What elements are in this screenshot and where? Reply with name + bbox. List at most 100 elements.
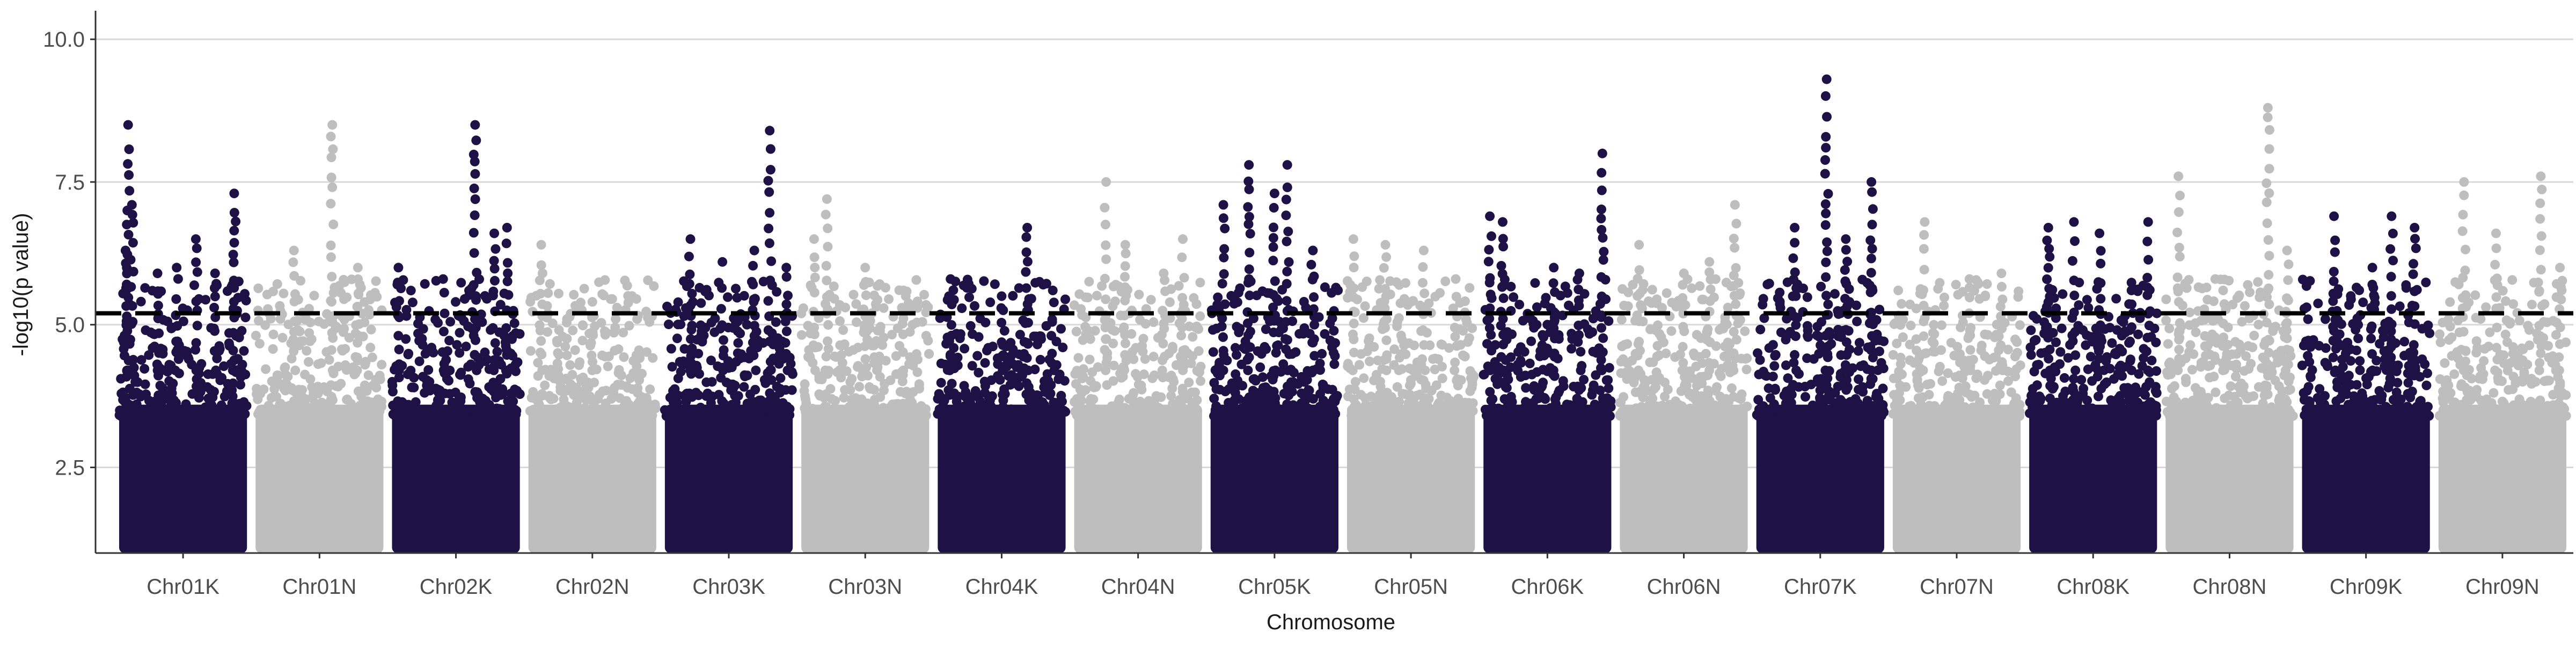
point [1821,209,1831,219]
point [2265,125,2274,135]
point-band-Chr04N [1074,405,1202,553]
point [2132,388,2141,398]
point [1820,169,1830,179]
point [2096,321,2105,330]
point [127,401,137,411]
point [723,292,733,302]
point [2197,409,2207,419]
point [2175,318,2185,328]
point [1023,318,1033,328]
point [684,411,693,420]
point [394,345,404,354]
series-Chr04K [933,223,1070,553]
point [2263,285,2273,295]
point [766,144,775,154]
point [1868,204,1878,214]
point [1188,332,1197,341]
point [613,380,623,389]
point [2087,376,2097,386]
point [870,395,880,404]
peak-point [1790,223,1799,232]
point [1433,409,1443,418]
point [469,150,479,159]
point [1770,351,1780,361]
point [1761,370,1770,380]
point [2044,354,2053,364]
point [2052,398,2062,408]
point [1281,317,1291,327]
point [133,377,143,387]
peak-point [1730,200,1740,210]
point [1381,252,1391,262]
point [1349,263,1359,272]
point [1935,278,1944,288]
point [1219,366,1228,375]
point [128,210,137,220]
point [1382,366,1392,375]
point [1721,394,1731,404]
point [2264,235,2273,245]
point [535,321,545,330]
point [1050,406,1059,416]
point [2107,338,2117,348]
point [2353,333,2363,343]
point [554,350,564,360]
point [1788,253,1798,263]
point [1858,387,1868,397]
point [873,295,882,304]
point [764,176,773,186]
point [2265,164,2274,173]
peak-point [1996,268,2006,278]
peak-point [2282,246,2292,256]
point [1813,377,1823,387]
point [1281,345,1291,354]
point [1195,278,1205,287]
point [2262,178,2271,188]
point [924,349,934,359]
point [765,337,774,346]
point [1023,299,1033,309]
point [993,409,1003,419]
point [492,409,502,418]
peak-point [1498,217,1507,227]
point [685,270,694,279]
point [1951,280,1961,289]
point [203,394,213,403]
point [751,366,760,375]
point [1982,279,1992,289]
point [2161,295,2171,304]
point [1234,328,1243,337]
point [879,303,889,313]
peak-point [393,263,403,272]
point [632,314,642,324]
point [979,277,989,286]
point [2249,331,2259,340]
point [959,281,969,290]
point [141,325,151,335]
point [156,392,166,402]
series-Chr04N [1070,177,1206,553]
peak-point [127,200,137,210]
point [1403,411,1413,420]
peak-point [537,240,546,250]
point [1598,333,1608,343]
point [1579,411,1589,421]
point [2185,340,2195,350]
point [1165,297,1175,307]
peak-point [750,246,759,256]
point [1487,231,1496,241]
point [1179,346,1188,355]
point [945,366,955,375]
point [1997,324,2007,333]
point [1520,370,1530,380]
point [817,375,827,384]
point [376,375,385,384]
point [451,297,460,307]
point [1966,366,1975,375]
point [1597,366,1607,375]
point [845,385,855,395]
point [1602,375,1612,385]
point [1703,324,1713,334]
peak-point [123,120,133,130]
